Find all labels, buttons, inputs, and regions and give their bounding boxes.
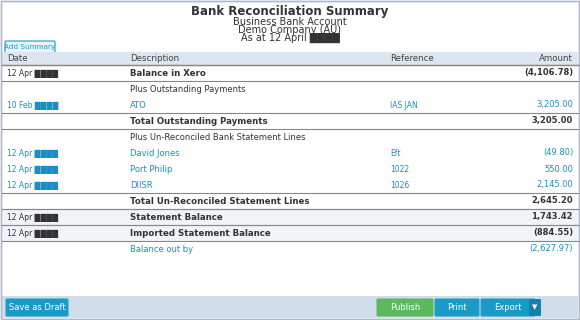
Text: (884.55): (884.55) xyxy=(533,228,573,237)
Text: Port Philip: Port Philip xyxy=(130,164,172,173)
Text: Plus Outstanding Payments: Plus Outstanding Payments xyxy=(130,84,245,93)
Text: 2,645.20: 2,645.20 xyxy=(531,196,573,205)
Text: Eft: Eft xyxy=(390,148,401,157)
FancyBboxPatch shape xyxy=(480,299,535,316)
Text: As at 12 April ████: As at 12 April ████ xyxy=(241,33,339,43)
Text: 1,743.42: 1,743.42 xyxy=(531,212,573,221)
FancyBboxPatch shape xyxy=(434,299,480,316)
Text: DIISR: DIISR xyxy=(130,180,153,189)
Text: 12 Apr ████: 12 Apr ████ xyxy=(7,68,58,77)
Text: ATO: ATO xyxy=(130,100,147,109)
Text: Amount: Amount xyxy=(539,54,573,63)
Text: Business Bank Account: Business Bank Account xyxy=(233,17,347,27)
Text: 12 Apr ████: 12 Apr ████ xyxy=(7,180,58,189)
Text: Statement Balance: Statement Balance xyxy=(130,212,223,221)
Text: 3,205.00: 3,205.00 xyxy=(536,100,573,109)
Text: Plus Un-Reconciled Bank Statement Lines: Plus Un-Reconciled Bank Statement Lines xyxy=(130,132,306,141)
Bar xyxy=(2,296,578,318)
Text: 3,205.00: 3,205.00 xyxy=(532,116,573,125)
Text: Date: Date xyxy=(7,54,28,63)
Text: Print: Print xyxy=(447,303,467,312)
Bar xyxy=(2,209,578,225)
Text: 2,145.00: 2,145.00 xyxy=(536,180,573,189)
Text: 12 Apr ████: 12 Apr ████ xyxy=(7,212,58,221)
Text: Export: Export xyxy=(494,303,522,312)
Text: 1022: 1022 xyxy=(390,164,409,173)
Text: Save as Draft: Save as Draft xyxy=(9,303,66,312)
Bar xyxy=(2,225,578,241)
Text: Total Un-Reconciled Statement Lines: Total Un-Reconciled Statement Lines xyxy=(130,196,310,205)
Text: Demo Company (AU): Demo Company (AU) xyxy=(238,25,342,35)
FancyBboxPatch shape xyxy=(5,41,55,54)
FancyBboxPatch shape xyxy=(376,299,433,316)
FancyBboxPatch shape xyxy=(5,299,68,316)
Text: (2,627.97): (2,627.97) xyxy=(530,244,573,253)
Text: Balance out by: Balance out by xyxy=(130,244,193,253)
Text: (4,106.78): (4,106.78) xyxy=(524,68,573,77)
Text: 12 Apr ████: 12 Apr ████ xyxy=(7,148,58,157)
Text: Add Summary: Add Summary xyxy=(5,44,56,51)
Text: ▼: ▼ xyxy=(532,305,538,310)
Text: 10 Feb ████: 10 Feb ████ xyxy=(7,100,59,109)
Bar xyxy=(2,52,578,65)
Text: Publish: Publish xyxy=(390,303,420,312)
Text: Reference: Reference xyxy=(390,54,434,63)
Text: David Jones: David Jones xyxy=(130,148,180,157)
Text: Bank Reconciliation Summary: Bank Reconciliation Summary xyxy=(191,5,389,19)
FancyBboxPatch shape xyxy=(529,299,541,316)
Text: IAS JAN: IAS JAN xyxy=(390,100,418,109)
Text: 12 Apr ████: 12 Apr ████ xyxy=(7,228,58,237)
Text: Balance in Xero: Balance in Xero xyxy=(130,68,206,77)
Text: 1026: 1026 xyxy=(390,180,409,189)
Text: Imported Statement Balance: Imported Statement Balance xyxy=(130,228,271,237)
Text: 12 Apr ████: 12 Apr ████ xyxy=(7,164,58,173)
Text: 550.00: 550.00 xyxy=(544,164,573,173)
Text: Description: Description xyxy=(130,54,179,63)
Text: (49.80): (49.80) xyxy=(543,148,573,157)
Text: Total Outstanding Payments: Total Outstanding Payments xyxy=(130,116,267,125)
